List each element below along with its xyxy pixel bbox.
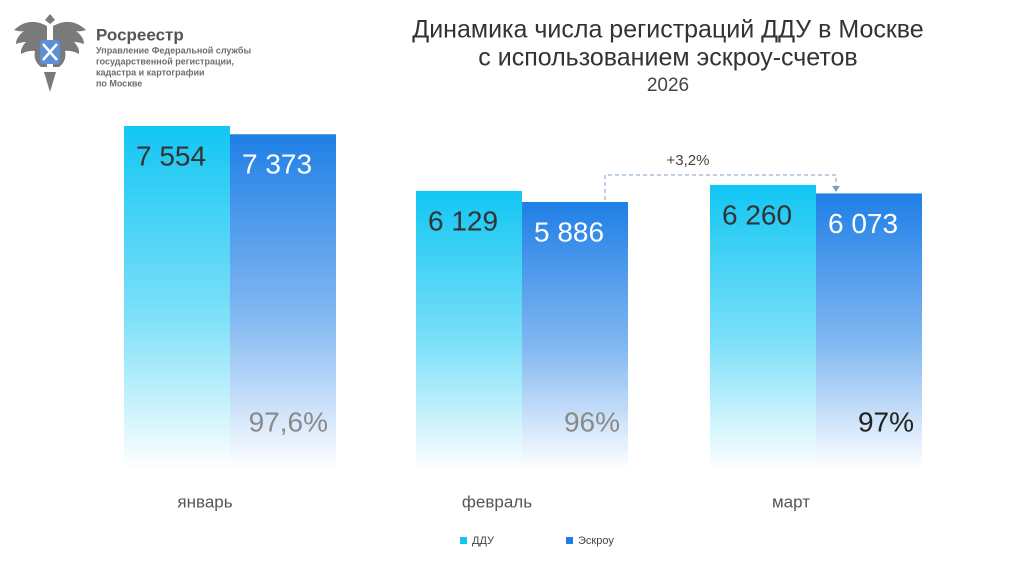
legend-label: Эскроу — [578, 535, 614, 547]
org-line: по Москве — [96, 78, 142, 88]
connector — [604, 174, 837, 200]
chart-title: Динамика числа регистраций ДДУ в Москве — [412, 16, 923, 44]
share-label: 97,6% — [249, 406, 328, 437]
value-label: 7 373 — [242, 149, 312, 180]
legend-swatch — [460, 537, 467, 544]
share-label: 97% — [858, 406, 914, 437]
org-line: Управление Федеральной службы — [96, 45, 251, 55]
x-tick-label: февраль — [462, 492, 532, 511]
annotation: +3,2% — [667, 152, 710, 169]
bar — [230, 134, 336, 470]
logo — [14, 14, 86, 92]
chart-title: с использованием эскроу-счетов — [478, 44, 857, 72]
value-label: 7 554 — [136, 140, 206, 171]
chart-subtitle: 2026 — [647, 75, 689, 96]
org-line: кадастра и картографии — [96, 67, 205, 77]
value-label: 5 886 — [534, 216, 604, 247]
bar — [522, 201, 628, 471]
legend-swatch — [566, 537, 573, 544]
bar — [416, 190, 522, 471]
x-tick-label: март — [772, 492, 810, 511]
value-label: 6 073 — [828, 208, 898, 239]
arrow-head — [832, 186, 840, 192]
brand: Росреестр — [96, 25, 184, 44]
bar — [816, 193, 922, 471]
x-tick-label: январь — [177, 492, 232, 511]
legend-label: ДДУ — [472, 535, 495, 547]
value-label: 6 260 — [722, 199, 792, 230]
value-label: 6 129 — [428, 205, 498, 236]
org-line: государственной регистрации, — [96, 56, 234, 66]
bar — [124, 126, 230, 470]
share-label: 96% — [564, 406, 620, 437]
bar — [710, 184, 816, 470]
